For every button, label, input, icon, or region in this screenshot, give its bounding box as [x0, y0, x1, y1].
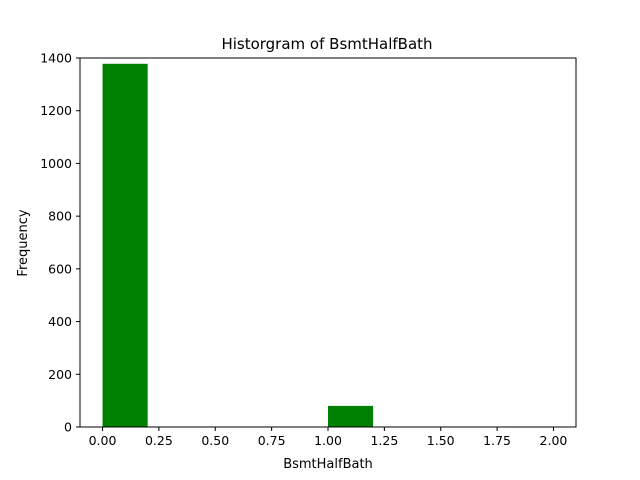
y-axis-ticks: 0 200 400 600 800 1000 1200 1400 — [40, 51, 80, 435]
y-tick-label: 1000 — [40, 156, 72, 171]
x-axis-label: BsmtHalfBath — [283, 457, 373, 472]
y-tick-label: 200 — [48, 367, 72, 382]
y-tick-label: 400 — [48, 314, 72, 329]
y-tick-label: 1400 — [40, 51, 72, 66]
x-tick-label: 0.50 — [201, 433, 229, 448]
y-tick-label: 600 — [48, 261, 72, 276]
x-tick-label: 0.00 — [89, 433, 117, 448]
x-tick-label: 2.00 — [540, 433, 568, 448]
x-axis-ticks: 0.00 0.25 0.50 0.75 1.00 1.25 1.50 1.75 2.00 — [89, 427, 568, 448]
y-tick-label: 800 — [48, 209, 72, 224]
histogram-bar-0 — [102, 63, 148, 427]
bars-group — [102, 63, 554, 427]
plot-frame — [79, 57, 577, 428]
y-tick-label: 0 — [64, 420, 72, 435]
x-tick-label: 0.75 — [258, 433, 286, 448]
x-tick-label: 1.00 — [314, 433, 342, 448]
y-tick-label: 1200 — [40, 103, 72, 118]
x-tick-label: 1.25 — [370, 433, 398, 448]
x-tick-label: 1.50 — [427, 433, 455, 448]
chart-title: Historgram of BsmtHalfBath — [221, 35, 432, 53]
x-tick-label: 1.75 — [483, 433, 511, 448]
y-axis-label: Frequency — [16, 209, 31, 276]
histogram-bar-5 — [328, 405, 374, 427]
x-tick-label: 0.25 — [145, 433, 173, 448]
